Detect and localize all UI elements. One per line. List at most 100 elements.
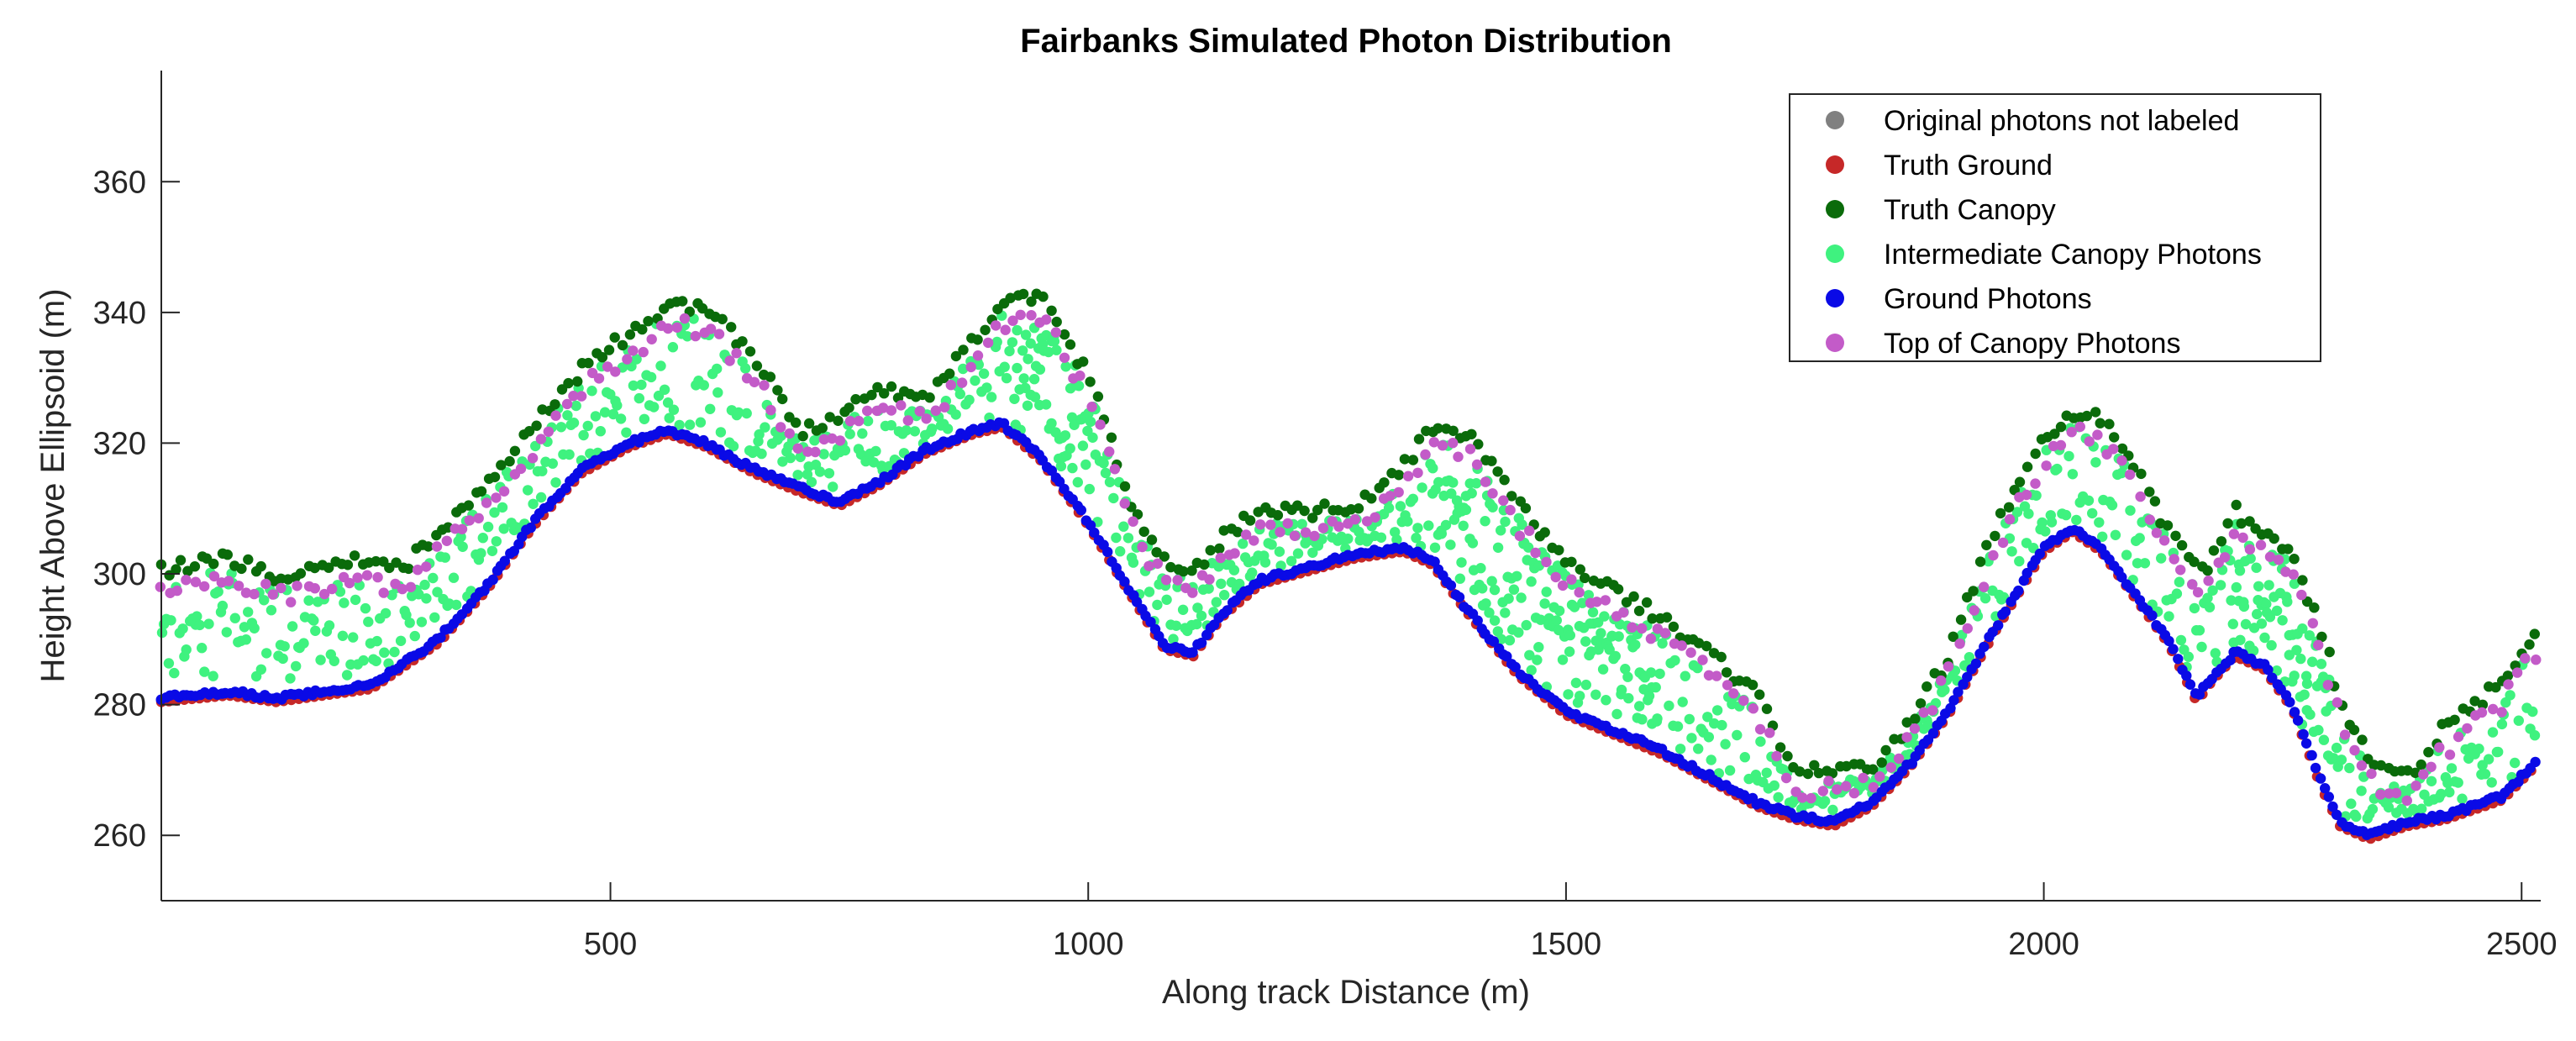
top-of-canopy-point [2187,579,2198,590]
top-of-canopy-point [930,405,942,416]
intermediate-canopy-point [1526,576,1537,587]
top-of-canopy-point [2041,460,2052,471]
truth-canopy-point [391,557,402,568]
intermediate-canopy-point [1216,578,1227,589]
intermediate-canopy-point [1503,593,1514,604]
top-of-canopy-point [1685,647,1696,658]
truth-canopy-point [463,500,474,511]
top-of-canopy-point [1997,537,2009,549]
intermediate-canopy-point [1108,492,1119,504]
intermediate-canopy-point [2344,762,2355,774]
top-of-canopy-point [2410,781,2421,791]
ground-photon-point [2331,809,2342,820]
legend-label: Intermediate Canopy Photons [1884,239,2262,271]
intermediate-canopy-point [1343,534,1354,544]
intermediate-canopy-point [1161,594,1172,605]
intermediate-canopy-point [1513,627,1524,638]
y-tick-label: 320 [93,426,146,461]
top-of-canopy-point [1369,512,1380,523]
intermediate-canopy-point [1467,538,1479,549]
top-of-canopy-point [765,404,776,416]
top-of-canopy-point [2496,707,2507,718]
intermediate-canopy-point [1407,493,1419,504]
top-of-canopy-point [1893,753,1905,765]
intermediate-canopy-point [2037,517,2048,528]
intermediate-canopy-point [806,476,817,487]
top-of-canopy-point [1557,580,1569,591]
top-of-canopy-point [2169,554,2179,565]
truth-canopy-point [980,324,991,335]
intermediate-canopy-point [981,382,992,393]
top-of-canopy-point [327,583,338,595]
truth-canopy-point [1307,513,1318,523]
intermediate-canopy-point [1412,523,1423,534]
truth-canopy-point [1151,547,1162,558]
top-of-canopy-point [2520,653,2531,664]
top-of-canopy-point [982,337,994,349]
y-tick-label: 360 [93,165,146,200]
truth-canopy-point [2003,502,2015,513]
intermediate-canopy-point [2006,546,2017,557]
intermediate-canopy-point [1496,525,1506,536]
ground-photon-point [2289,707,2300,718]
intermediate-canopy-point [1028,374,1040,385]
top-of-canopy-point [1172,575,1183,586]
intermediate-canopy-point [823,468,835,479]
intermediate-canopy-point [169,667,180,679]
intermediate-canopy-point [2163,611,2174,622]
top-of-canopy-point [1954,638,1965,649]
intermediate-canopy-point [2189,602,2200,614]
top-of-canopy-point [208,570,220,582]
intermediate-canopy-point [2473,744,2484,754]
intermediate-canopy-point [1228,565,1240,576]
intermediate-canopy-point [194,619,205,631]
intermediate-canopy-point [379,647,390,658]
top-of-canopy-point [267,589,278,600]
truth-canopy-point [1026,296,1037,308]
intermediate-canopy-point [2304,630,2315,641]
top-of-canopy-point [1282,518,1293,529]
truth-canopy-point [2095,418,2105,428]
intermediate-canopy-point [2416,803,2427,814]
top-of-canopy-point [1015,309,1026,320]
intermediate-canopy-point [199,666,210,677]
top-of-canopy-point [1817,786,1828,797]
top-of-canopy-point [1868,781,1879,793]
top-of-canopy-point [690,330,701,342]
top-of-canopy-point [2264,551,2276,562]
truth-canopy-point [2244,516,2255,527]
top-of-canopy-point [2066,427,2077,438]
top-of-canopy-point [2124,469,2136,481]
intermediate-canopy-point [2240,618,2252,630]
top-of-canopy-point [1738,695,1749,707]
truth-canopy-point [222,549,233,560]
x-tick-label: 500 [584,927,637,962]
intermediate-canopy-point [2175,634,2187,646]
top-of-canopy-point [1300,527,1312,538]
top-of-canopy-point [775,422,786,433]
intermediate-canopy-point [599,407,611,418]
y-axis-label: Height Above Ellipsoid (m) [34,288,71,682]
intermediate-canopy-point [775,430,786,441]
intermediate-canopy-point [2496,718,2508,730]
intermediate-canopy-point [639,413,650,424]
intermediate-canopy-point [2351,811,2362,823]
truth-canopy-point [323,562,334,573]
truth-canopy-point [1506,491,1517,502]
intermediate-canopy-point [1613,631,1624,642]
intermediate-canopy-point [1885,752,1896,764]
intermediate-canopy-point [674,419,685,431]
intermediate-canopy-point [409,630,420,642]
intermediate-canopy-point [2063,450,2074,462]
intermediate-canopy-point [315,655,326,665]
truth-canopy-point [1448,425,1459,436]
intermediate-canopy-point [1761,767,1772,778]
ground-photon-point [2263,664,2274,676]
top-of-canopy-point [2390,787,2402,799]
intermediate-canopy-point [348,632,359,643]
top-of-canopy-point [1420,449,1431,460]
intermediate-canopy-point [528,498,539,509]
ground-photon-point [1510,661,1521,673]
intermediate-canopy-point [2132,558,2143,569]
top-of-canopy-point [1885,762,1896,773]
